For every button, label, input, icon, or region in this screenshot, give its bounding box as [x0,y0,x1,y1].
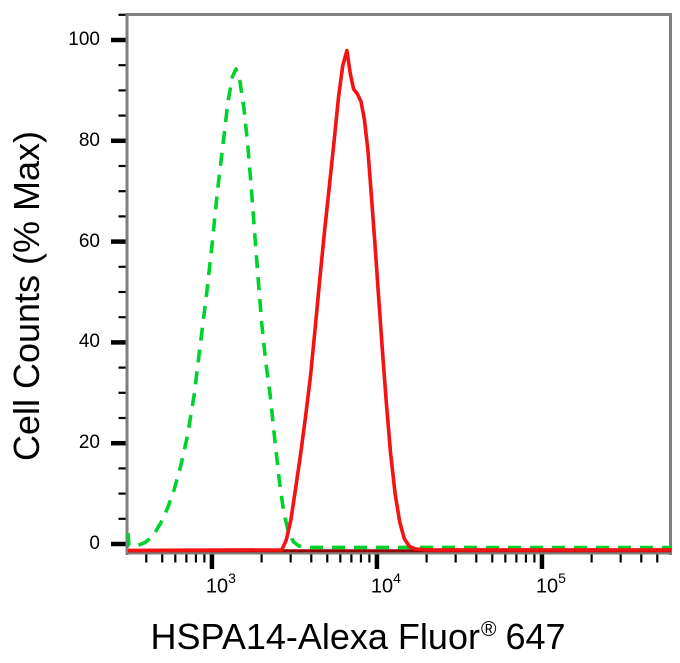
registered-trademark-icon: ® [480,618,497,641]
x-tick-label-1e5: 105 [536,568,566,599]
x-tick-base: 10 [535,575,559,598]
x-tick-exponent: 5 [558,570,566,586]
x-tick-label-1e4: 104 [371,568,401,599]
series-green-dashed [126,67,672,550]
x-tick-label-1e3: 103 [206,568,236,599]
y-tick-label-80: 80 [78,129,100,151]
y-axis-title: Cell Counts (% Max) [6,130,47,462]
x-tick-exponent: 4 [393,570,401,586]
x-axis-title-suffix: 647 [505,616,566,657]
x-tick-exponent: 3 [228,570,236,586]
x-axis-title: HSPA14-Alexa Fluor® 647 [150,616,565,658]
y-tick-label-100: 100 [68,29,100,50]
x-tick-base: 10 [370,575,394,598]
y-tick-label-20: 20 [78,432,100,454]
y-tick-label-0: 0 [89,533,100,554]
x-tick-base: 10 [205,575,229,598]
series-red-solid [127,48,672,553]
x-axis-title-main: HSPA14-Alexa Fluor [150,616,480,657]
y-tick-label-40: 40 [78,331,100,353]
y-tick-label-60: 60 [78,230,100,252]
